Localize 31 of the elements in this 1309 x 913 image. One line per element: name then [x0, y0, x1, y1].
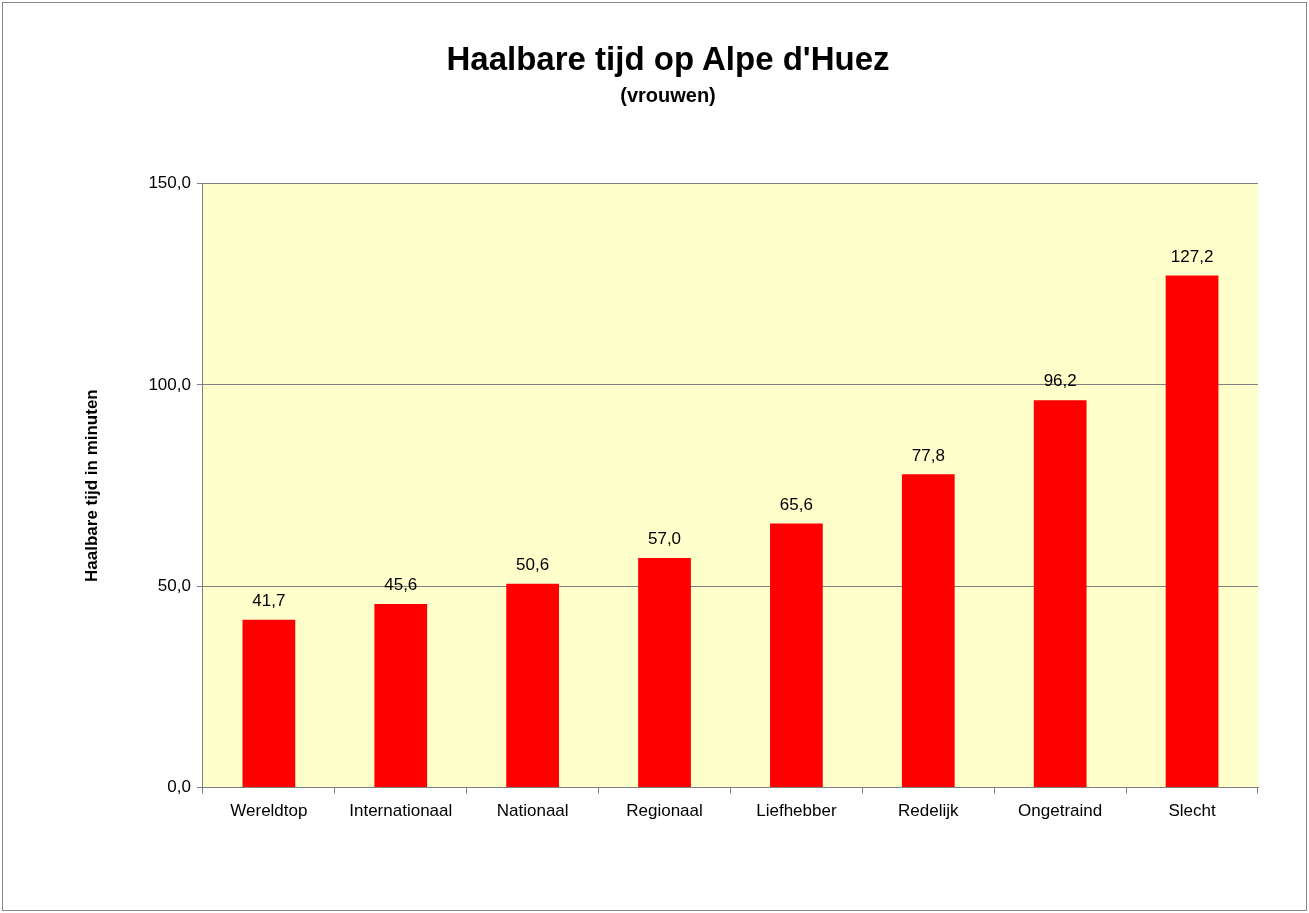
chart-title: Haalbare tijd op Alpe d'Huez — [446, 39, 890, 77]
x-tick-label: Redelijk — [898, 801, 960, 821]
x-tick-label: Regionaal — [626, 801, 703, 821]
data-label: 127,2 — [1170, 246, 1214, 266]
bar — [770, 523, 823, 788]
data-label: 45,6 — [384, 575, 418, 595]
chart-subtitle: (vrouwen) — [620, 84, 716, 107]
bar — [1165, 275, 1219, 788]
bar — [1033, 400, 1087, 788]
bar — [506, 583, 560, 788]
data-label: 65,6 — [779, 494, 813, 514]
y-tick-label: 100,0 — [148, 374, 191, 394]
data-label: 77,8 — [911, 445, 945, 465]
y-axis-title: Haalbare tijd in minuten — [81, 389, 101, 582]
y-tick-label: 50,0 — [157, 575, 191, 595]
x-tick-label: Wereldtop — [230, 801, 308, 821]
x-tick-label: Liefhebber — [756, 801, 837, 821]
x-tick-label: Slecht — [1168, 801, 1216, 821]
data-label: 96,2 — [1043, 371, 1077, 391]
x-tick-label: Internationaal — [349, 801, 453, 821]
bar — [901, 474, 955, 788]
y-tick-label: 0,0 — [167, 777, 191, 797]
bar — [242, 619, 296, 788]
x-tick-label: Ongetraind — [1018, 801, 1103, 821]
y-tick-label: 150,0 — [148, 173, 191, 193]
bar — [638, 558, 691, 788]
x-tick-label: Nationaal — [496, 801, 569, 821]
data-label: 57,0 — [647, 529, 682, 549]
bar — [374, 603, 428, 788]
data-label: 50,6 — [516, 555, 550, 575]
data-label: 41,7 — [252, 590, 286, 610]
